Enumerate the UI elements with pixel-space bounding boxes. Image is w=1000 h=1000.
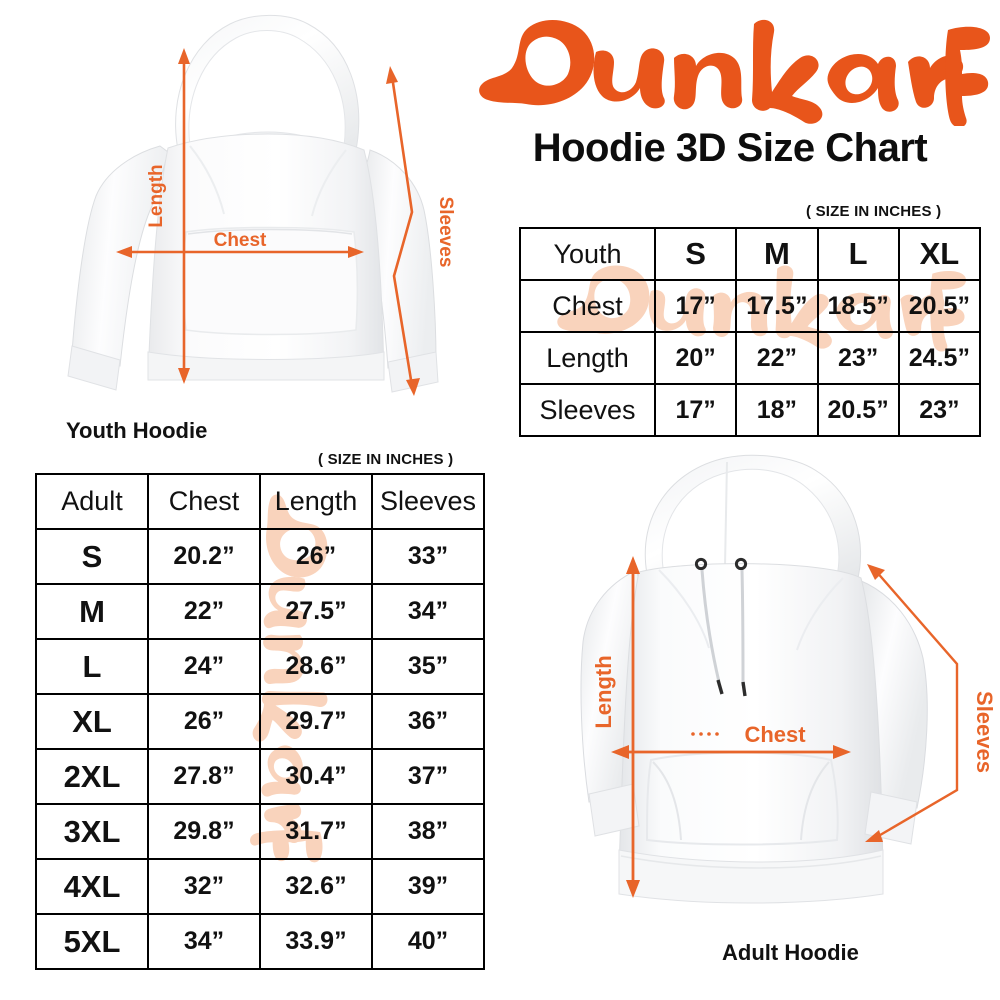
adult-3xl-sleeves: 38” xyxy=(371,803,485,860)
youth-measure-length: Length xyxy=(519,331,656,385)
brand-logo xyxy=(470,8,990,126)
svg-text:Length: Length xyxy=(146,164,167,227)
adult-4xl-chest: 32” xyxy=(147,858,261,915)
adult-s-length: 26” xyxy=(259,528,373,585)
adult-hoodie-illustration: Length Chest Sleeves xyxy=(575,442,995,942)
adult-hoodie-caption: Adult Hoodie xyxy=(722,940,859,965)
table-row: 5XL 34” 33.9” 40” xyxy=(35,913,485,970)
adult-s-chest: 20.2” xyxy=(147,528,261,585)
adult-4xl-length: 32.6” xyxy=(259,858,373,915)
adult-xl-sleeves: 36” xyxy=(371,693,485,750)
table-row: 2XL 27.8” 30.4” 37” xyxy=(35,748,485,805)
adult-m-length: 27.5” xyxy=(259,583,373,640)
table-row: S 20.2” 26” 33” xyxy=(35,528,485,585)
youth-measure-sleeves: Sleeves xyxy=(519,383,656,437)
svg-text:Length: Length xyxy=(591,655,616,728)
adult-header-row: Adult Chest Length Sleeves xyxy=(35,473,485,530)
table-row: Chest 17” 17.5” 18.5” 20.5” xyxy=(519,279,982,333)
adult-5xl-sleeves: 40” xyxy=(371,913,485,970)
adult-table-body: Adult Chest Length Sleeves S 20.2” 26” 3… xyxy=(35,473,485,970)
adult-5xl-length: 33.9” xyxy=(259,913,373,970)
adult-corner-label: Adult xyxy=(35,473,149,530)
youth-chest-s: 17” xyxy=(653,279,738,333)
adult-size-4xl: 4XL xyxy=(35,858,149,915)
adult-3xl-length: 31.7” xyxy=(259,803,373,860)
svg-text:Sleeves: Sleeves xyxy=(972,691,995,773)
youth-size-xl: XL xyxy=(897,227,982,281)
table-row: M 22” 27.5” 34” xyxy=(35,583,485,640)
adult-2xl-sleeves: 37” xyxy=(371,748,485,805)
adult-xl-length: 29.7” xyxy=(259,693,373,750)
adult-4xl-sleeves: 39” xyxy=(371,858,485,915)
youth-sleeves-l: 20.5” xyxy=(816,383,900,437)
youth-hoodie-illustration: Length Chest Sleeves xyxy=(40,0,470,410)
youth-length-l: 23” xyxy=(816,331,900,385)
table-row: Length 20” 22” 23” 24.5” xyxy=(519,331,982,385)
adult-5xl-chest: 34” xyxy=(147,913,261,970)
youth-chest-xl: 20.5” xyxy=(897,279,982,333)
adult-size-5xl: 5XL xyxy=(35,913,149,970)
adult-size-3xl: 3XL xyxy=(35,803,149,860)
youth-sleeves-s: 17” xyxy=(653,383,738,437)
youth-header-row: Youth S M L XL xyxy=(519,227,982,281)
youth-size-m: M xyxy=(735,227,819,281)
adult-size-table: Adult Chest Length Sleeves S 20.2” 26” 3… xyxy=(35,473,485,970)
adult-3xl-chest: 29.8” xyxy=(147,803,261,860)
youth-sleeves-m: 18” xyxy=(735,383,819,437)
adult-xl-chest: 26” xyxy=(147,693,261,750)
youth-sleeves-xl: 23” xyxy=(897,383,982,437)
adult-l-chest: 24” xyxy=(147,638,261,695)
youth-chest-m: 17.5” xyxy=(735,279,819,333)
adult-l-length: 28.6” xyxy=(259,638,373,695)
svg-text:Chest: Chest xyxy=(744,722,806,747)
table-row: L 24” 28.6” 35” xyxy=(35,638,485,695)
adult-s-sleeves: 33” xyxy=(371,528,485,585)
youth-size-l: L xyxy=(816,227,900,281)
adult-m-chest: 22” xyxy=(147,583,261,640)
svg-text:Chest: Chest xyxy=(214,230,267,251)
page-title: Hoodie 3D Size Chart xyxy=(532,126,928,170)
youth-hoodie-caption: Youth Hoodie xyxy=(66,418,208,443)
table-row: 4XL 32” 32.6” 39” xyxy=(35,858,485,915)
svg-text:Sleeves: Sleeves xyxy=(435,197,456,268)
adult-column-length: Length xyxy=(259,473,373,530)
table-row: 3XL 29.8” 31.7” 38” xyxy=(35,803,485,860)
youth-table-body: Youth S M L XL Chest 17” 17.5” 18.5” 20.… xyxy=(519,227,982,437)
adult-size-xl: XL xyxy=(35,693,149,750)
adult-m-sleeves: 34” xyxy=(371,583,485,640)
youth-size-table: Youth S M L XL Chest 17” 17.5” 18.5” 20.… xyxy=(519,227,982,437)
youth-size-s: S xyxy=(653,227,738,281)
adult-l-sleeves: 35” xyxy=(371,638,485,695)
table-row: XL 26” 29.7” 36” xyxy=(35,693,485,750)
youth-length-xl: 24.5” xyxy=(897,331,982,385)
youth-units-note: ( SIZE IN INCHES ) xyxy=(806,203,942,220)
youth-measure-chest: Chest xyxy=(519,279,656,333)
youth-length-m: 22” xyxy=(735,331,819,385)
youth-corner-label: Youth xyxy=(519,227,656,281)
adult-2xl-chest: 27.8” xyxy=(147,748,261,805)
adult-units-note: ( SIZE IN INCHES ) xyxy=(318,451,454,468)
adult-column-chest: Chest xyxy=(147,473,261,530)
adult-size-l: L xyxy=(35,638,149,695)
adult-size-s: S xyxy=(35,528,149,585)
adult-size-m: M xyxy=(35,583,149,640)
youth-chest-l: 18.5” xyxy=(816,279,900,333)
adult-column-sleeves: Sleeves xyxy=(371,473,485,530)
adult-size-2xl: 2XL xyxy=(35,748,149,805)
table-row: Sleeves 17” 18” 20.5” 23” xyxy=(519,383,982,437)
youth-length-s: 20” xyxy=(653,331,738,385)
adult-2xl-length: 30.4” xyxy=(259,748,373,805)
